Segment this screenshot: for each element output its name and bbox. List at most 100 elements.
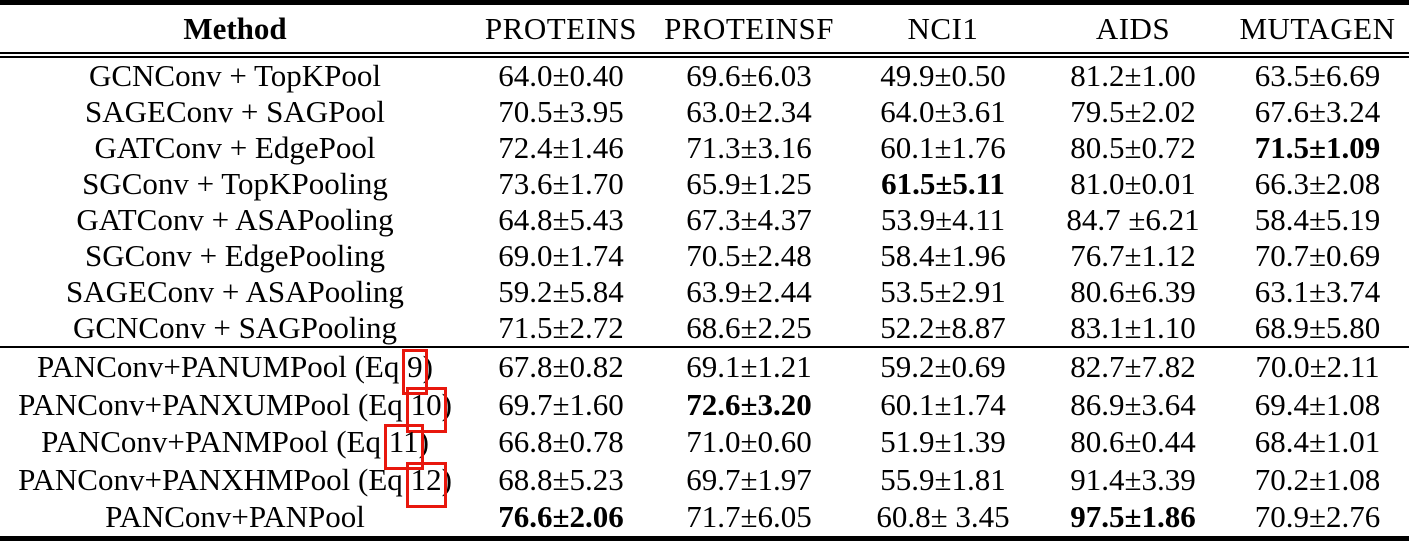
value-cell: 63.9±2.44 xyxy=(686,274,812,309)
table-row: SAGEConv + SAGPool 70.5±3.95 63.0±2.34 64.0… xyxy=(0,94,1409,130)
value-cell: 67.3±4.37 xyxy=(686,202,812,237)
value-cell: 52.2±8.87 xyxy=(846,310,1040,348)
table-row: SGConv + EdgePooling 69.0±1.74 70.5±2.48 58… xyxy=(0,238,1409,274)
method-cell: PANConv+PANXUMPool (Eq 10) xyxy=(18,386,452,433)
method-cell: GCNConv + TopKPool xyxy=(88,58,382,93)
value-cell: 68.4±1.01 xyxy=(1254,424,1381,460)
value-cell: 67.6±3.24 xyxy=(1254,94,1381,129)
value-cell: 59.2±5.84 xyxy=(498,274,624,309)
value-cell: 69.4±1.08 xyxy=(1254,386,1381,422)
value-cell: 70.5±3.95 xyxy=(498,94,624,129)
value-cell: 80.6±0.44 xyxy=(1070,424,1196,460)
value-cell: 70.0±2.11 xyxy=(1255,349,1380,384)
table-row: GATConv + ASAPooling 64.8±5.43 67.3±4.37 53… xyxy=(0,202,1409,238)
value-cell: 60.1±1.74 xyxy=(880,386,1006,422)
value-cell: 72.4±1.46 xyxy=(498,130,624,165)
value-cell: 82.7±7.82 xyxy=(1070,349,1196,384)
header-row: Method PROTEINS PROTEINSF NCI1 AIDS MUTA… xyxy=(0,2,1409,58)
value-cell: 63.0±2.34 xyxy=(686,94,812,129)
value-cell: 70.9±2.76 xyxy=(1254,499,1381,535)
method-cell: PANConv+PANMPool (Eq 11) xyxy=(41,424,429,471)
value-cell: 76.6±2.06 xyxy=(498,499,624,535)
value-cell: 69.1±1.21 xyxy=(686,349,812,384)
method-cell: SAGEConv + SAGPool xyxy=(85,94,385,129)
value-cell: 71.3±3.16 xyxy=(686,130,812,165)
value-cell: 60.1±1.76 xyxy=(880,130,1006,165)
value-cell: 83.1±1.10 xyxy=(1040,310,1226,348)
value-cell: 66.8±0.78 xyxy=(498,424,624,460)
col-header-aids: AIDS xyxy=(1040,2,1226,58)
value-cell: 53.9±4.11 xyxy=(880,202,1006,237)
value-cell: 91.4±3.39 xyxy=(1070,461,1196,497)
value-cell: 66.3±2.08 xyxy=(1254,166,1381,201)
method-cell: PANConv+PANUMPool (Eq 9) xyxy=(37,349,433,395)
method-cell: PANConv+PANPool xyxy=(105,499,365,535)
method-cell: GCNConv + SAGPooling xyxy=(0,310,470,348)
table-row: PANConv+PANPool 76.6±2.06 71.7±6.05 60.8± 3… xyxy=(0,498,1409,538)
table-header: Method PROTEINS PROTEINSF NCI1 AIDS MUTA… xyxy=(0,2,1409,58)
table-row: GCNConv + SAGPooling 71.5±2.72 68.6±2.25 52… xyxy=(0,310,1409,348)
value-cell: 71.7±6.05 xyxy=(686,499,812,535)
value-cell: 76.7±1.12 xyxy=(1070,238,1196,273)
value-cell: 49.9±0.50 xyxy=(880,58,1006,93)
table-row: GCNConv + TopKPool 64.0±0.40 69.6±6.03 49.9… xyxy=(0,55,1409,94)
value-cell: 64.0±3.61 xyxy=(880,94,1006,129)
value-cell: 67.8±0.82 xyxy=(498,349,624,384)
table-row: PANConv+PANMPool (Eq 11) 66.8±0.78 71.0±0.… xyxy=(0,423,1409,471)
value-cell: 79.5±2.02 xyxy=(1070,94,1196,129)
value-cell: 68.6±2.25 xyxy=(652,310,846,348)
method-cell: SGConv + EdgePooling xyxy=(85,238,385,273)
col-header-nci1: NCI1 xyxy=(846,2,1040,58)
value-cell: 80.6±6.39 xyxy=(1070,274,1196,309)
equation-ref-link[interactable]: 12 xyxy=(405,461,447,508)
table-row: GATConv + EdgePool 72.4±1.46 71.3±3.16 60.1… xyxy=(0,130,1409,166)
value-cell: 61.5±5.11 xyxy=(881,166,1005,201)
col-header-proteins: PROTEINS xyxy=(470,2,652,58)
col-header-mutagen: MUTAGEN xyxy=(1226,2,1409,58)
value-cell: 60.8± 3.45 xyxy=(876,499,1010,535)
method-cell: GATConv + ASAPooling xyxy=(76,202,394,237)
value-cell: 63.1±3.74 xyxy=(1254,274,1381,309)
value-cell: 84.7 ±6.21 xyxy=(1066,202,1200,237)
value-cell: 53.5±2.91 xyxy=(880,274,1006,309)
table-row: SGConv + TopKPooling 73.6±1.70 65.9±1.25 61… xyxy=(0,166,1409,202)
table-row: PANConv+PANUMPool (Eq 9) 67.8±0.82 69.1±1.… xyxy=(0,347,1409,395)
equation-ref-link[interactable]: 11 xyxy=(383,424,424,471)
baseline-methods-section: GCNConv + TopKPool 64.0±0.40 69.6±6.03 49.9… xyxy=(0,55,1409,348)
value-cell: 58.4±5.19 xyxy=(1254,202,1381,237)
value-cell: 73.6±1.70 xyxy=(498,166,624,201)
value-cell: 70.7±0.69 xyxy=(1254,238,1381,273)
col-header-method: Method xyxy=(0,2,470,58)
value-cell: 55.9±1.81 xyxy=(880,461,1006,497)
value-cell: 81.0±0.01 xyxy=(1070,166,1196,201)
table-row: PANConv+PANXHMPool (Eq 12) 68.8±5.23 69.7±… xyxy=(0,461,1409,508)
method-cell: SGConv + TopKPooling xyxy=(82,166,388,201)
value-cell: 69.7±1.97 xyxy=(686,461,812,497)
value-cell: 68.8±5.23 xyxy=(498,461,624,497)
equation-ref-link[interactable]: 10 xyxy=(405,386,447,433)
value-cell: 65.9±1.25 xyxy=(686,166,812,201)
value-cell: 58.4±1.96 xyxy=(880,238,1006,273)
value-cell: 70.5±2.48 xyxy=(686,238,812,273)
col-header-proteinsf: PROTEINSF xyxy=(652,2,846,58)
method-cell: SAGEConv + ASAPooling xyxy=(66,274,404,309)
value-cell: 86.9±3.64 xyxy=(1070,386,1196,422)
equation-ref-link[interactable]: 9 xyxy=(402,349,427,395)
value-cell: 69.6±6.03 xyxy=(686,58,812,93)
value-cell: 81.2±1.00 xyxy=(1070,58,1196,93)
value-cell: 51.9±1.39 xyxy=(880,424,1006,460)
method-cell: GATConv + EdgePool xyxy=(94,130,376,165)
panconv-methods-section: PANConv+PANUMPool (Eq 9) 67.8±0.82 69.1±1.… xyxy=(0,347,1409,538)
value-cell: 63.5±6.69 xyxy=(1254,58,1381,93)
value-cell: 97.5±1.86 xyxy=(1070,499,1196,535)
value-cell: 71.5±2.72 xyxy=(470,310,652,348)
value-cell: 69.7±1.60 xyxy=(498,386,624,422)
value-cell: 64.8±5.43 xyxy=(498,202,624,237)
method-cell: PANConv+PANXHMPool (Eq 12) xyxy=(18,461,452,508)
value-cell: 71.5±1.09 xyxy=(1254,130,1381,165)
value-cell: 70.2±1.08 xyxy=(1254,461,1381,497)
value-cell: 72.6±3.20 xyxy=(686,386,812,422)
table-row: SAGEConv + ASAPooling 59.2±5.84 63.9±2.44 5… xyxy=(0,274,1409,310)
value-cell: 68.9±5.80 xyxy=(1226,310,1409,348)
